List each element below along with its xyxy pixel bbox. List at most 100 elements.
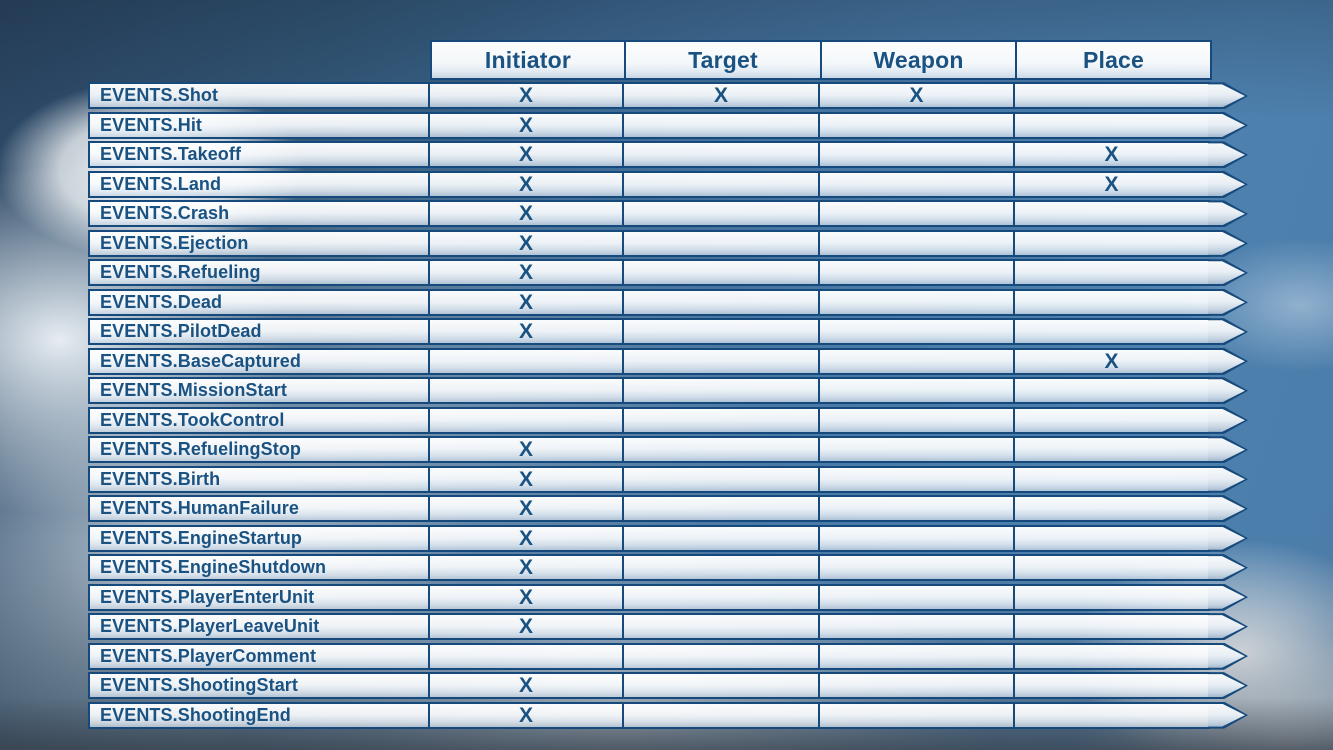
- column-header-initiator: Initiator: [430, 40, 626, 80]
- row-arrow-cap-fill: [1208, 231, 1245, 255]
- mark-cell-weapon: [818, 200, 1015, 228]
- mark-cell-initiator: X: [428, 170, 624, 198]
- mark-cell-initiator: [428, 347, 624, 375]
- row-arrow-cap-fill: [1208, 497, 1245, 521]
- mark-cell-weapon: [818, 377, 1015, 405]
- column-header-weapon: Weapon: [820, 40, 1017, 80]
- event-name-cell: EVENTS.Ejection: [88, 229, 430, 257]
- row-arrow-cap: [1208, 436, 1248, 464]
- row-arrow-cap-fill: [1208, 438, 1245, 462]
- mark-cell-target: X: [622, 82, 820, 110]
- mark-cell-weapon: [818, 701, 1015, 729]
- event-name-cell: EVENTS.HumanFailure: [88, 495, 430, 523]
- mark-cell-initiator: X: [428, 141, 624, 169]
- table-row: EVENTS.PlayerComment: [88, 642, 1248, 670]
- row-arrow-cap-fill: [1208, 172, 1245, 196]
- table-row: EVENTS.ShootingEnd X: [88, 701, 1248, 729]
- mark-cell-target: [622, 347, 820, 375]
- row-arrow-cap-fill: [1208, 261, 1245, 285]
- mark-cell-target: [622, 465, 820, 493]
- row-arrow-cap: [1208, 141, 1248, 169]
- table-row: EVENTS.Takeoff X X: [88, 141, 1248, 169]
- row-arrow-cap-fill: [1208, 202, 1245, 226]
- mark-cell-weapon: [818, 141, 1015, 169]
- row-arrow-cap-fill: [1208, 349, 1245, 373]
- row-arrow-cap: [1208, 642, 1248, 670]
- column-header-target: Target: [624, 40, 822, 80]
- table-row: EVENTS.Dead X: [88, 288, 1248, 316]
- row-arrow-cap: [1208, 170, 1248, 198]
- mark-cell-initiator: X: [428, 524, 624, 552]
- table-row: EVENTS.MissionStart: [88, 377, 1248, 405]
- mark-cell-initiator: X: [428, 318, 624, 346]
- row-arrow-cap-fill: [1208, 379, 1245, 403]
- mark-cell-initiator: X: [428, 82, 624, 110]
- mark-cell-initiator: X: [428, 495, 624, 523]
- mark-cell-place: [1013, 200, 1210, 228]
- event-name-cell: EVENTS.Crash: [88, 200, 430, 228]
- row-arrow-cap-fill: [1208, 674, 1245, 698]
- mark-cell-place: [1013, 524, 1210, 552]
- event-name-cell: EVENTS.ShootingStart: [88, 672, 430, 700]
- mark-cell-place: [1013, 406, 1210, 434]
- row-arrow-cap: [1208, 288, 1248, 316]
- mark-cell-weapon: X: [818, 82, 1015, 110]
- row-arrow-cap: [1208, 347, 1248, 375]
- row-arrow-cap-fill: [1208, 113, 1245, 137]
- row-arrow-cap: [1208, 229, 1248, 257]
- row-arrow-cap: [1208, 613, 1248, 641]
- mark-cell-initiator: [428, 642, 624, 670]
- mark-cell-initiator: X: [428, 672, 624, 700]
- row-arrow-cap-fill: [1208, 467, 1245, 491]
- mark-cell-initiator: [428, 377, 624, 405]
- event-name-cell: EVENTS.Land: [88, 170, 430, 198]
- mark-cell-target: [622, 672, 820, 700]
- table-row: EVENTS.PlayerEnterUnit X: [88, 583, 1248, 611]
- table-row: EVENTS.RefuelingStop X: [88, 436, 1248, 464]
- mark-cell-place: [1013, 465, 1210, 493]
- row-arrow-cap: [1208, 701, 1248, 729]
- mark-cell-initiator: X: [428, 583, 624, 611]
- mark-cell-target: [622, 583, 820, 611]
- row-arrow-cap-fill: [1208, 703, 1245, 727]
- mark-cell-weapon: [818, 436, 1015, 464]
- table-row: EVENTS.ShootingStart X: [88, 672, 1248, 700]
- mark-cell-weapon: [818, 583, 1015, 611]
- row-arrow-cap-fill: [1208, 143, 1245, 167]
- mark-cell-target: [622, 495, 820, 523]
- table-row: EVENTS.Birth X: [88, 465, 1248, 493]
- row-arrow-cap-fill: [1208, 408, 1245, 432]
- mark-cell-initiator: X: [428, 554, 624, 582]
- table-row: EVENTS.Ejection X: [88, 229, 1248, 257]
- mark-cell-place: [1013, 613, 1210, 641]
- mark-cell-place: [1013, 318, 1210, 346]
- event-name-cell: EVENTS.Hit: [88, 111, 430, 139]
- event-name-cell: EVENTS.Refueling: [88, 259, 430, 287]
- table-row: EVENTS.Shot X X X: [88, 82, 1248, 110]
- column-header-place: Place: [1015, 40, 1212, 80]
- mark-cell-weapon: [818, 495, 1015, 523]
- mark-cell-place: [1013, 554, 1210, 582]
- mark-cell-place: [1013, 377, 1210, 405]
- table-row: EVENTS.Refueling X: [88, 259, 1248, 287]
- mark-cell-weapon: [818, 642, 1015, 670]
- row-arrow-cap-fill: [1208, 615, 1245, 639]
- mark-cell-place: [1013, 672, 1210, 700]
- mark-cell-weapon: [818, 318, 1015, 346]
- table-row: EVENTS.HumanFailure X: [88, 495, 1248, 523]
- event-name-cell: EVENTS.BaseCaptured: [88, 347, 430, 375]
- mark-cell-place: [1013, 642, 1210, 670]
- mark-cell-weapon: [818, 465, 1015, 493]
- table-header: Initiator Target Weapon Place: [430, 40, 1248, 80]
- events-table: Initiator Target Weapon Place EVENTS.Shot X X…: [88, 40, 1248, 729]
- row-arrow-cap: [1208, 465, 1248, 493]
- mark-cell-place: [1013, 436, 1210, 464]
- event-name-cell: EVENTS.MissionStart: [88, 377, 430, 405]
- table-body: EVENTS.Shot X X X EVENTS.Hit X EVENTS.Takeoff X…: [88, 82, 1248, 729]
- mark-cell-target: [622, 613, 820, 641]
- mark-cell-weapon: [818, 170, 1015, 198]
- mark-cell-place: [1013, 583, 1210, 611]
- mark-cell-place: X: [1013, 170, 1210, 198]
- mark-cell-place: [1013, 229, 1210, 257]
- row-arrow-cap: [1208, 318, 1248, 346]
